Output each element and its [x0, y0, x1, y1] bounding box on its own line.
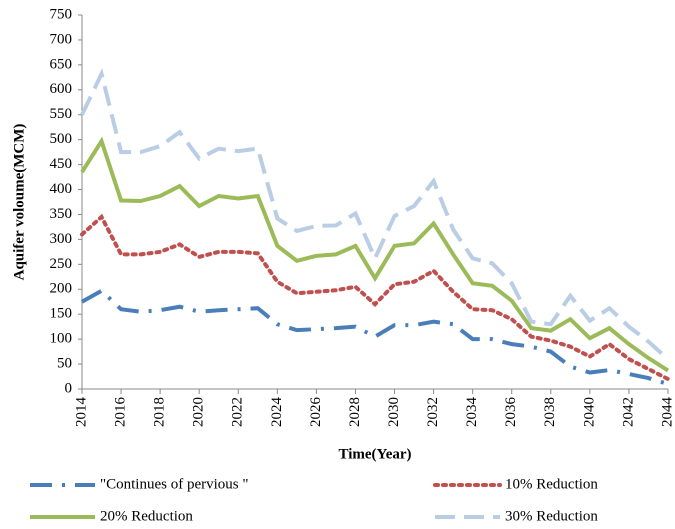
y-tick-label: 350 — [50, 206, 73, 222]
legend-label: 20% Reduction — [100, 508, 193, 524]
legend-label: 30% Reduction — [505, 508, 598, 524]
y-tick-label: 300 — [50, 231, 73, 247]
x-tick-label: 2022 — [230, 397, 246, 427]
series-line — [80, 136, 670, 373]
y-tick-label: 50 — [57, 356, 72, 372]
x-tick-label: 2016 — [113, 397, 129, 428]
y-axis-title: Aquifer voloume(MCM) — [11, 124, 27, 281]
series-line — [80, 67, 670, 361]
y-tick-label: 100 — [50, 331, 73, 347]
x-tick-label: 2044 — [659, 397, 675, 428]
x-tick-label: 2018 — [152, 397, 168, 427]
x-tick-label: 2024 — [269, 397, 285, 428]
y-tick-label: 250 — [50, 256, 73, 272]
legend-label: 10% Reduction — [505, 476, 598, 492]
legend-label: "Continues of pervious " — [100, 476, 248, 492]
x-tick-label: 2032 — [425, 397, 441, 427]
series-line — [80, 213, 670, 382]
y-tick-label: 200 — [50, 281, 73, 297]
series-line — [81, 288, 669, 386]
x-axis-title: Time(Year) — [338, 446, 411, 462]
y-tick-label: 700 — [50, 31, 73, 47]
y-tick-label: 150 — [50, 306, 73, 322]
y-tick-label: 750 — [50, 6, 73, 22]
x-tick-label: 2040 — [581, 397, 597, 427]
x-tick-label: 2014 — [73, 397, 89, 428]
y-tick-label: 550 — [50, 106, 73, 122]
x-tick-label: 2020 — [191, 397, 207, 427]
x-tick-label: 2026 — [308, 397, 324, 428]
x-tick-label: 2034 — [464, 397, 480, 428]
x-tick-label: 2042 — [620, 397, 636, 427]
y-tick-label: 500 — [50, 131, 73, 147]
x-tick-label: 2036 — [503, 397, 519, 428]
y-tick-label: 450 — [50, 156, 73, 172]
y-tick-label: 650 — [50, 56, 73, 72]
x-tick-label: 2038 — [542, 397, 558, 427]
y-tick-label: 0 — [65, 380, 73, 396]
x-tick-label: 2028 — [347, 397, 363, 427]
y-tick-label: 400 — [50, 181, 73, 197]
x-tick-label: 2030 — [386, 397, 402, 427]
y-tick-label: 600 — [50, 81, 73, 97]
